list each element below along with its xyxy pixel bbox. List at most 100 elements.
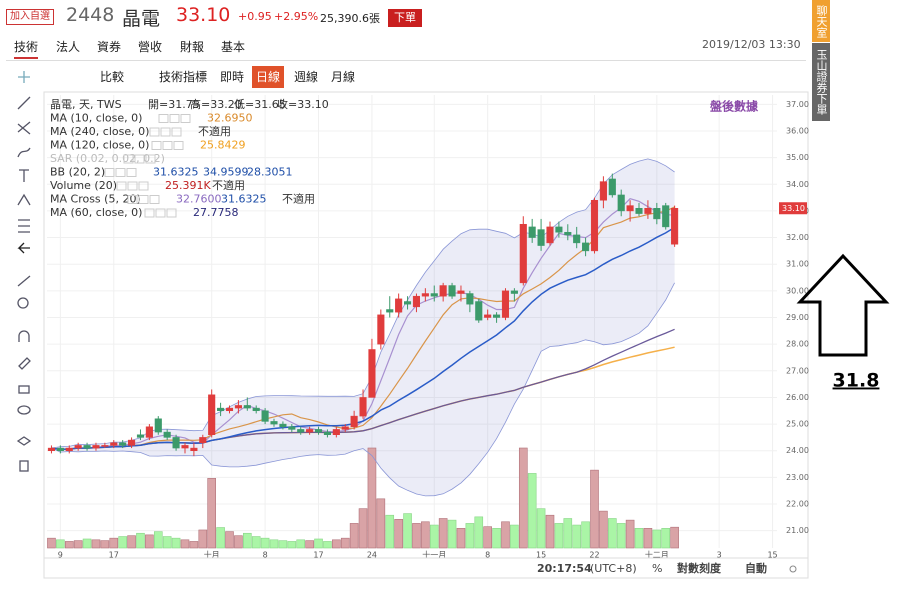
- toolbar-item[interactable]: 月線: [331, 70, 356, 84]
- legend-value: 32.6950: [207, 112, 253, 125]
- legend-value: 27.7758: [193, 206, 239, 219]
- volume-bar: [296, 539, 306, 549]
- candle-body: [199, 437, 207, 443]
- x-tick-label: 十月: [204, 550, 220, 560]
- x-tick-label: 22: [589, 551, 599, 560]
- candle-body: [341, 426, 349, 430]
- footer-tz: (UTC+8): [590, 562, 637, 575]
- volume-bar: [590, 469, 599, 549]
- footer-log[interactable]: 對數刻度: [677, 561, 722, 575]
- candle-body: [234, 405, 242, 409]
- candle-body: [564, 231, 572, 236]
- toolbar-item[interactable]: 即時: [220, 70, 245, 84]
- volume-bar: [501, 521, 510, 549]
- footer-pct[interactable]: %: [652, 562, 662, 575]
- legend-value: 32.7600: [176, 193, 222, 206]
- toolbar-item[interactable]: 日線: [252, 66, 285, 88]
- legend-icon: [127, 195, 138, 204]
- broker-btn[interactable]: 玉山證券下單: [812, 43, 830, 121]
- candle-body: [190, 447, 198, 451]
- volume-bar: [305, 540, 314, 549]
- price-tag: 33.10: [782, 204, 805, 213]
- candle-body: [528, 226, 536, 238]
- order-btn[interactable]: 下單: [388, 9, 422, 27]
- tab[interactable]: 法人: [56, 40, 81, 54]
- footer-auto[interactable]: 自動: [745, 561, 767, 575]
- volume-bar: [643, 528, 653, 549]
- change: +0.95: [238, 10, 272, 23]
- legend-icon: [151, 141, 162, 150]
- footer-time: 20:17:54: [537, 562, 592, 575]
- candle-body: [573, 234, 581, 244]
- y-tick-label: 28.00: [786, 340, 809, 349]
- volume-bar: [438, 518, 448, 549]
- x-tick-label: 8: [263, 551, 268, 560]
- legend-icon: [145, 154, 156, 164]
- volume-bar: [545, 514, 555, 549]
- ma60: [51, 328, 675, 451]
- candle-body: [74, 445, 82, 449]
- y-tick-label: 26.00: [786, 393, 809, 402]
- legend-name: Volume (20): [50, 179, 117, 192]
- candle-body: [163, 431, 171, 438]
- x-tick-label: 15: [536, 551, 546, 560]
- candle-body: [368, 349, 376, 398]
- legend-icon: [144, 208, 155, 218]
- watch-btn[interactable]: 加入自選: [6, 9, 54, 25]
- legend-icon: [123, 154, 134, 164]
- candle-body: [635, 208, 643, 214]
- legend-icon: [149, 195, 160, 204]
- y-tick-label: 24.00: [786, 446, 809, 455]
- volume-bar: [100, 540, 110, 549]
- change-pct: +2.95%: [274, 10, 319, 23]
- bb-lower: [51, 282, 675, 497]
- candle-body: [626, 205, 634, 212]
- arrow: [796, 253, 890, 357]
- x-tick-label: 3: [717, 551, 722, 560]
- tab[interactable]: 資券: [97, 40, 122, 54]
- toolbar-item[interactable]: 週線: [294, 70, 319, 84]
- tab[interactable]: 基本: [221, 40, 246, 54]
- candle-body: [217, 407, 225, 412]
- candle-body: [662, 205, 670, 228]
- volume-bar: [136, 532, 145, 549]
- tab[interactable]: 財報: [180, 40, 205, 54]
- volume-bar: [82, 538, 92, 549]
- legend-value: 31.6325: [153, 166, 199, 179]
- volume-bar: [145, 534, 154, 549]
- legend-icon: [180, 114, 191, 123]
- tab[interactable]: 技術: [14, 38, 39, 59]
- tab[interactable]: 營收: [138, 40, 163, 54]
- x-tick-label: 15: [767, 551, 777, 560]
- candle-body: [145, 426, 153, 438]
- candle-body: [644, 208, 652, 214]
- toolbar-item[interactable]: 技術指標: [159, 70, 208, 84]
- y-tick-label: 30.00: [786, 286, 809, 295]
- volume-bar: [456, 528, 466, 549]
- chat-btn[interactable]: 聊天室: [812, 0, 830, 42]
- volume-bar: [367, 447, 377, 549]
- legend-icon: [134, 154, 145, 164]
- datetime: 2019/12/03 13:30: [702, 38, 801, 51]
- volume-bar: [554, 523, 564, 549]
- price: 33.10: [176, 4, 231, 26]
- volume-bar: [260, 537, 270, 549]
- volume-bar: [349, 523, 359, 549]
- candle-body: [412, 295, 421, 308]
- volume-bar: [234, 535, 243, 549]
- y-tick-label: 27.00: [786, 366, 809, 375]
- stock-name: 晶電: [122, 8, 161, 30]
- legend-ohlc: 收=33.10: [277, 97, 329, 111]
- legend-icon: [171, 127, 182, 137]
- toolbar-item[interactable]: 比較: [100, 70, 125, 84]
- legend-value: 不適用: [198, 124, 231, 138]
- candle-body: [47, 447, 56, 451]
- volume-bar: [599, 510, 608, 549]
- footer-gear[interactable]: [789, 565, 797, 573]
- volume-bar: [518, 447, 528, 549]
- volume-bar: [153, 531, 163, 549]
- volume-bar: [207, 478, 216, 549]
- candle-body: [448, 285, 456, 297]
